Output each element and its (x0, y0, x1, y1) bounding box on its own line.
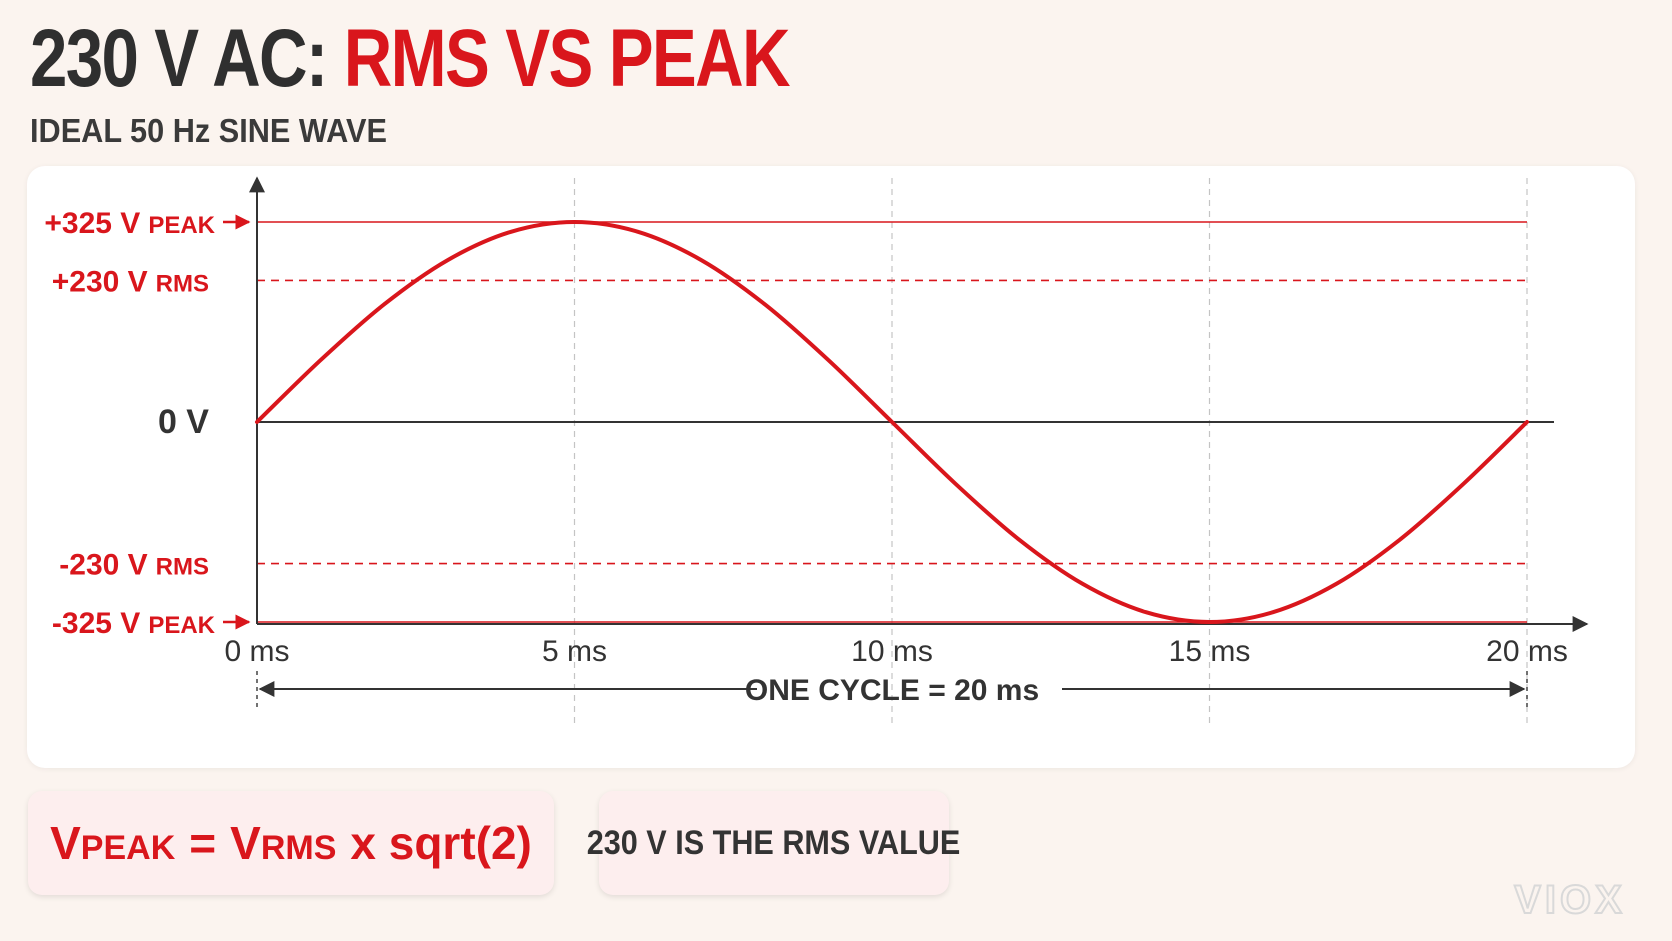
formula-sqrt-term: x sqrt(2) (350, 817, 532, 869)
peak-rms-formula: V PEAK = V RMS x sqrt(2) (50, 816, 532, 870)
reference-label-value: 0 V (158, 403, 209, 441)
chart-card: +325 V PEAK +230 V RMS 0 V -230 V RMS -325 V PEA… (27, 166, 1635, 768)
annotation-label: ONE CYCLE = 20 ms (745, 674, 1039, 707)
formula-equals: = (189, 817, 217, 869)
page-title: 230 V AC: RMS VS PEAK (30, 18, 791, 100)
reference-label-value: +230 V (52, 265, 148, 298)
sine-wave-series (255, 219, 1529, 625)
note-box: 230 V IS THE RMS VALUE (587, 791, 961, 895)
reference-label-kind: PEAK (148, 612, 215, 639)
reference-label: -230 V RMS (59, 549, 209, 582)
title-highlight: RMS VS PEAK (343, 13, 791, 104)
x-tick-label: 0 ms (224, 635, 289, 668)
formula-peak-subscript: PEAK (80, 829, 176, 867)
rms-note: 230 V IS THE RMS VALUE (587, 823, 961, 862)
x-tick-label: 10 ms (851, 635, 933, 668)
x-tick-label: 5 ms (542, 635, 607, 668)
formula-v-rms: V (230, 817, 261, 869)
reference-label-value: +325 V (44, 207, 140, 240)
subtitle: IDEAL 50 Hz SINE WAVE (30, 112, 388, 149)
viox-logo: VIOX (1513, 879, 1626, 923)
reference-label-kind: RMS (156, 270, 209, 297)
formula-rms-subscript: RMS (260, 829, 337, 867)
reference-label-value: -230 V (59, 549, 147, 582)
reference-label: +325 V PEAK (44, 207, 215, 240)
reference-label-value: -325 V (52, 607, 140, 640)
reference-label: +230 V RMS (52, 265, 209, 298)
reference-label: 0 V (158, 403, 209, 441)
reference-label-kind: PEAK (148, 212, 215, 239)
svg-text:VIOX: VIOX (1514, 879, 1626, 922)
formula-box: V PEAK = V RMS x sqrt(2) (28, 791, 554, 895)
x-tick-label: 15 ms (1169, 635, 1251, 668)
x-tick-label: 20 ms (1486, 635, 1568, 668)
formula-v-peak: V (50, 817, 81, 869)
reference-label: -325 V PEAK (52, 607, 216, 640)
title-prefix: 230 V AC: (30, 13, 344, 104)
reference-label-kind: RMS (156, 554, 209, 581)
